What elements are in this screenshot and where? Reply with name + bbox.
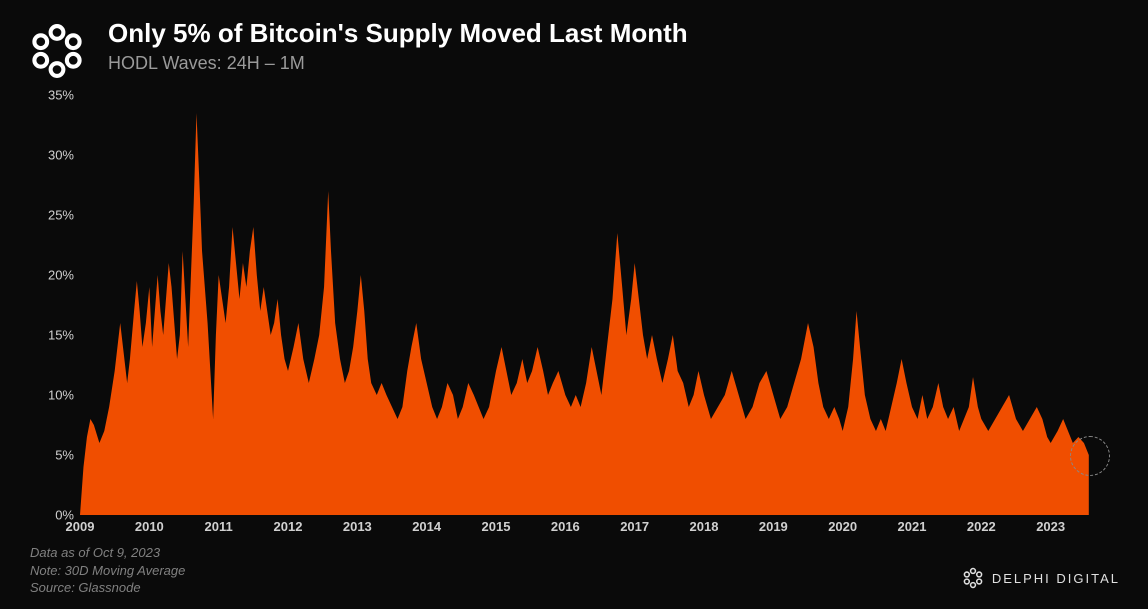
x-axis: 2009201020112012201320142015201620172018… [80,519,1120,537]
x-tick: 2015 [482,519,511,534]
x-tick: 2019 [759,519,788,534]
x-tick: 2022 [967,519,996,534]
y-tick: 20% [48,268,74,283]
chart-area: 0%5%10%15%20%25%30%35% 20092010201120122… [30,95,1120,535]
x-tick: 2010 [135,519,164,534]
y-tick: 15% [48,328,74,343]
delphi-logo-icon [28,22,86,80]
y-tick: 10% [48,388,74,403]
y-tick: 5% [55,448,74,463]
x-tick: 2012 [274,519,303,534]
area-series [80,113,1089,515]
delphi-logo-small-icon [962,567,984,589]
x-tick: 2016 [551,519,580,534]
chart-subtitle: HODL Waves: 24H – 1M [108,53,688,74]
x-tick: 2021 [898,519,927,534]
footer-brand-text: DELPHI DIGITAL [992,571,1120,586]
x-tick: 2017 [620,519,649,534]
x-tick: 2009 [66,519,95,534]
y-tick: 35% [48,88,74,103]
x-tick: 2014 [412,519,441,534]
footer-note: Note: 30D Moving Average [30,562,185,580]
footer-date: Data as of Oct 9, 2023 [30,544,185,562]
y-tick: 25% [48,208,74,223]
footer-source: Source: Glassnode [30,579,185,597]
footer-notes: Data as of Oct 9, 2023 Note: 30D Moving … [30,544,185,597]
y-tick: 30% [48,148,74,163]
y-axis: 0%5%10%15%20%25%30%35% [30,95,74,515]
chart-title: Only 5% of Bitcoin's Supply Moved Last M… [108,18,688,49]
footer-brand: DELPHI DIGITAL [962,567,1120,589]
x-tick: 2011 [205,519,233,534]
x-tick: 2013 [343,519,372,534]
x-tick: 2023 [1036,519,1065,534]
x-tick: 2020 [828,519,857,534]
x-tick: 2018 [690,519,719,534]
plot-area [80,95,1120,515]
